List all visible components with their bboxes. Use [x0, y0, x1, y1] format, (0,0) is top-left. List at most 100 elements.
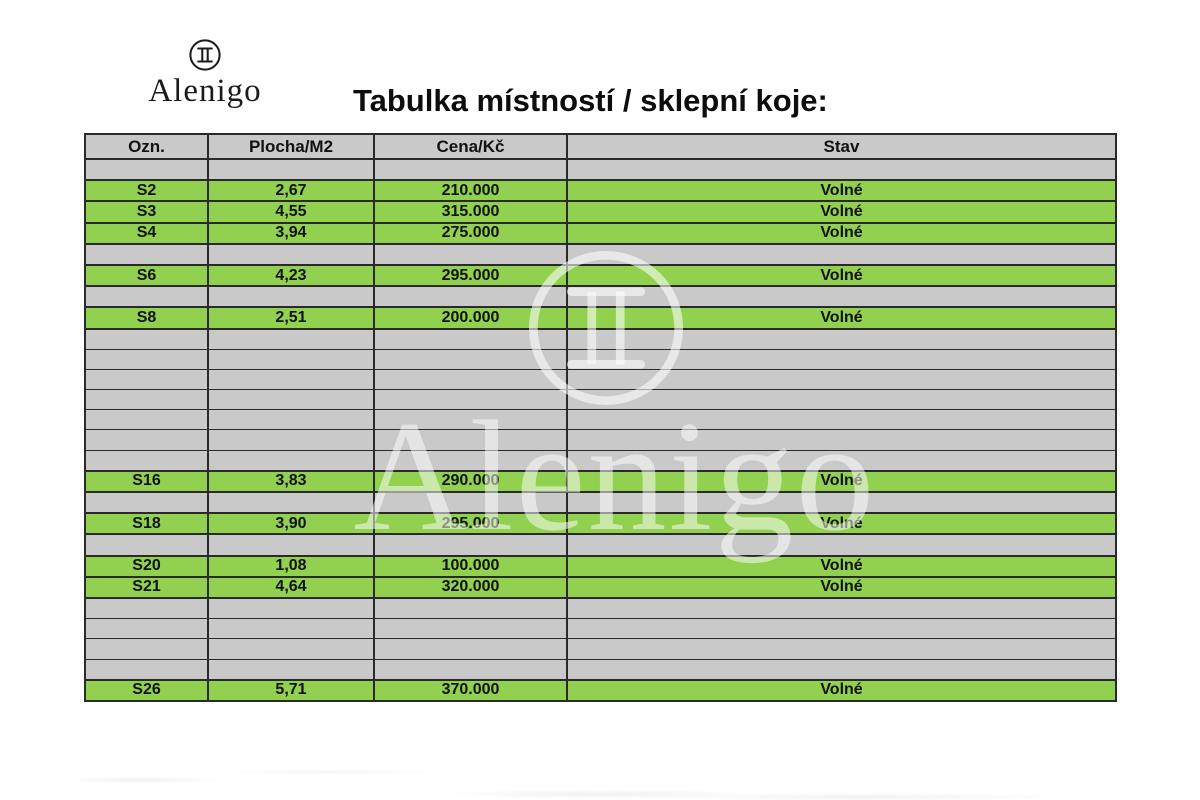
header-row: Ozn. Plocha/M2 Cena/Kč Stav	[84, 133, 1117, 160]
cell-ozn	[84, 368, 209, 391]
table-row: S8 2,51 200.000 Volné	[84, 306, 1117, 330]
gemini-circle-icon	[189, 39, 221, 71]
cell-stav: Volné	[566, 306, 1117, 330]
table-row: S4 3,94 275.000 Volné	[84, 221, 1117, 245]
cell-ozn: S16	[84, 469, 209, 494]
cell-plocha	[207, 389, 375, 411]
col-header-cena: Cena/Kč	[373, 133, 568, 160]
cell-cena: 295.000	[373, 263, 568, 288]
cell-plocha: 4,23	[207, 263, 375, 288]
cell-plocha	[207, 618, 375, 640]
cell-plocha: 4,64	[207, 575, 375, 599]
cell-plocha	[207, 368, 375, 391]
cell-cena	[373, 597, 568, 620]
table-row	[84, 409, 1117, 431]
cell-cena: 275.000	[373, 221, 568, 245]
col-header-stav: Stav	[566, 133, 1117, 160]
cell-ozn	[84, 429, 209, 451]
cell-cena	[373, 389, 568, 411]
cell-ozn	[84, 658, 209, 681]
cell-ozn	[84, 389, 209, 411]
table-row: S6 4,23 295.000 Volné	[84, 263, 1117, 288]
cell-cena	[373, 348, 568, 370]
col-header-ozn: Ozn.	[84, 133, 209, 160]
cell-plocha: 5,71	[207, 678, 375, 702]
cell-stav	[566, 285, 1117, 308]
cell-cena	[373, 158, 568, 181]
table-row	[84, 658, 1117, 681]
cell-stav	[566, 597, 1117, 620]
cell-ozn: S18	[84, 512, 209, 536]
cell-ozn	[84, 638, 209, 660]
cell-ozn: S20	[84, 554, 209, 578]
cell-plocha: 3,90	[207, 512, 375, 536]
rooms-table-body: S2 2,67 210.000 Volné S3 4,55 315.000 Vo…	[84, 158, 1117, 702]
cell-stav: Volné	[566, 221, 1117, 245]
cell-stav: Volné	[566, 200, 1117, 224]
cell-stav: Volné	[566, 575, 1117, 599]
cell-stav	[566, 449, 1117, 472]
cell-stav	[566, 638, 1117, 660]
cell-stav	[566, 243, 1117, 266]
cell-cena	[373, 618, 568, 640]
cell-plocha: 3,83	[207, 469, 375, 494]
cell-plocha: 2,51	[207, 306, 375, 330]
cell-cena	[373, 429, 568, 451]
cell-cena	[373, 285, 568, 308]
table-row	[84, 389, 1117, 411]
cell-ozn	[84, 409, 209, 431]
cell-plocha	[207, 597, 375, 620]
cell-cena	[373, 658, 568, 681]
cell-cena	[373, 328, 568, 350]
cell-stav	[566, 409, 1117, 431]
cell-ozn	[84, 491, 209, 514]
cell-stav	[566, 618, 1117, 640]
cell-cena: 320.000	[373, 575, 568, 599]
table-row	[84, 449, 1117, 472]
cell-cena: 200.000	[373, 306, 568, 330]
table-row: S18 3,90 295.000 Volné	[84, 512, 1117, 536]
cell-ozn	[84, 533, 209, 557]
table-row	[84, 328, 1117, 350]
cell-ozn	[84, 597, 209, 620]
col-header-plocha: Plocha/M2	[207, 133, 375, 160]
cell-cena: 315.000	[373, 200, 568, 224]
cell-cena: 100.000	[373, 554, 568, 578]
cell-stav: Volné	[566, 263, 1117, 288]
cell-stav: Volné	[566, 678, 1117, 702]
cell-ozn: S2	[84, 179, 209, 203]
cell-ozn: S21	[84, 575, 209, 599]
cell-stav	[566, 533, 1117, 557]
table-row: S21 4,64 320.000 Volné	[84, 575, 1117, 599]
cell-ozn: S8	[84, 306, 209, 330]
table-row	[84, 429, 1117, 451]
cell-plocha	[207, 533, 375, 557]
cell-cena: 290.000	[373, 469, 568, 494]
cell-plocha	[207, 158, 375, 181]
cell-cena	[373, 449, 568, 472]
table-row	[84, 243, 1117, 266]
cell-ozn	[84, 328, 209, 350]
cell-ozn	[84, 285, 209, 308]
cell-plocha	[207, 328, 375, 350]
cell-stav	[566, 368, 1117, 391]
cell-plocha: 4,55	[207, 200, 375, 224]
table-row: S3 4,55 315.000 Volné	[84, 200, 1117, 224]
cell-plocha: 3,94	[207, 221, 375, 245]
logo-text: Alenigo	[148, 73, 262, 109]
table-row	[84, 533, 1117, 557]
cell-stav	[566, 389, 1117, 411]
cell-plocha	[207, 348, 375, 370]
page-title: Tabulka místností / sklepní koje:	[353, 83, 828, 118]
table-row	[84, 597, 1117, 620]
table-row: S20 1,08 100.000 Volné	[84, 554, 1117, 578]
cell-cena	[373, 533, 568, 557]
cell-stav	[566, 328, 1117, 350]
cell-stav	[566, 348, 1117, 370]
table-row	[84, 348, 1117, 370]
cell-ozn: S6	[84, 263, 209, 288]
cell-stav: Volné	[566, 179, 1117, 203]
table-row: S16 3,83 290.000 Volné	[84, 469, 1117, 494]
table-row	[84, 285, 1117, 308]
cell-cena	[373, 409, 568, 431]
